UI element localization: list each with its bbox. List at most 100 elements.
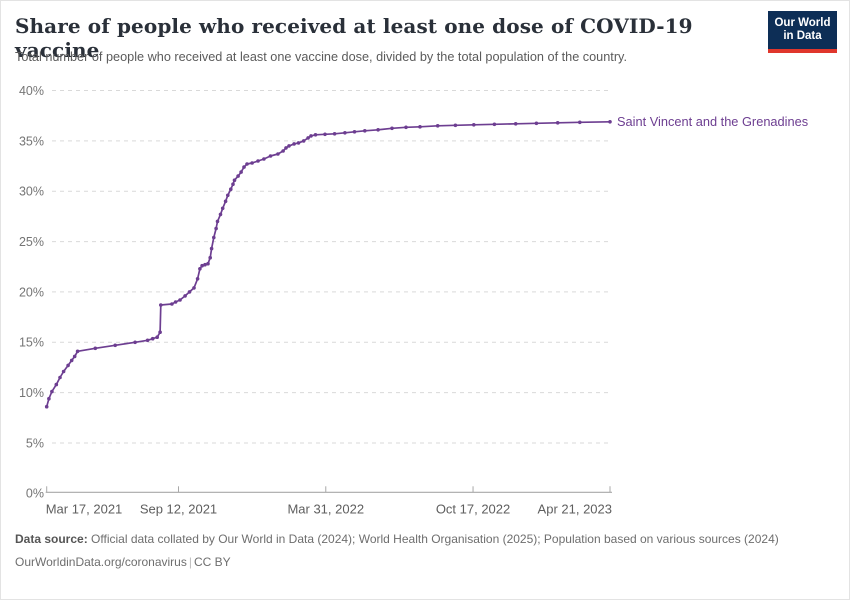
data-point-marker[interactable] (418, 125, 422, 129)
data-point-marker[interactable] (276, 152, 280, 156)
data-point-marker[interactable] (242, 165, 246, 169)
x-axis-tick-label: Mar 17, 2021 (46, 502, 123, 517)
series-line[interactable] (45, 120, 611, 408)
x-axis-tick-label: Sep 12, 2021 (140, 502, 217, 517)
data-point-marker[interactable] (178, 298, 182, 302)
data-point-marker[interactable] (245, 162, 249, 166)
data-point-marker[interactable] (192, 286, 196, 290)
y-axis-tick-label: 25% (19, 235, 44, 249)
data-point-marker[interactable] (231, 182, 235, 186)
data-point-marker[interactable] (69, 358, 74, 363)
data-point-marker[interactable] (513, 122, 518, 126)
data-point-marker[interactable] (170, 302, 174, 306)
data-source-note: Data source: Official data collated by O… (15, 531, 807, 548)
data-point-marker[interactable] (343, 131, 347, 135)
data-point-marker[interactable] (209, 246, 214, 251)
data-point-marker[interactable] (306, 136, 310, 140)
data-source-text: Official data collated by Our World in D… (87, 532, 779, 546)
data-point-marker[interactable] (58, 375, 62, 380)
data-point-marker[interactable] (284, 146, 288, 150)
data-point-marker[interactable] (218, 212, 223, 217)
data-point-marker[interactable] (323, 132, 327, 137)
data-point-marker[interactable] (133, 340, 137, 345)
data-point-marker[interactable] (145, 338, 150, 343)
owid-url-link[interactable]: OurWorldinData.org/coronavirus (15, 555, 187, 569)
data-point-marker[interactable] (332, 132, 337, 136)
data-point-marker[interactable] (203, 262, 207, 267)
data-point-marker[interactable] (158, 330, 162, 335)
data-point-marker[interactable] (44, 404, 49, 409)
owid-logo-text: Our World in Data (774, 16, 831, 43)
data-point-marker[interactable] (66, 363, 70, 368)
data-point-marker[interactable] (608, 120, 612, 124)
data-point-marker[interactable] (292, 142, 296, 146)
y-axis-tick-label: 40% (19, 84, 44, 98)
data-point-marker[interactable] (301, 139, 306, 143)
data-point-marker[interactable] (212, 235, 216, 240)
data-point-marker[interactable] (236, 174, 240, 178)
data-point-marker[interactable] (281, 149, 285, 153)
owid-logo[interactable]: Our World in Data (768, 11, 837, 53)
data-point-marker[interactable] (75, 349, 80, 354)
data-point-marker[interactable] (113, 343, 117, 348)
license-label: CC BY (193, 555, 231, 569)
data-point-marker[interactable] (215, 219, 220, 224)
data-point-marker[interactable] (220, 206, 225, 211)
data-point-marker[interactable] (232, 178, 237, 182)
data-point-marker[interactable] (198, 267, 202, 271)
data-point-marker[interactable] (61, 369, 66, 374)
data-point-marker[interactable] (93, 346, 98, 351)
data-point-marker[interactable] (453, 123, 458, 128)
data-point-marker[interactable] (578, 120, 582, 125)
data-point-marker[interactable] (159, 303, 163, 307)
data-point-marker[interactable] (472, 123, 476, 127)
data-point-marker[interactable] (155, 335, 159, 340)
data-point-marker[interactable] (250, 161, 254, 165)
data-point-marker[interactable] (214, 226, 218, 231)
data-point-marker[interactable] (195, 277, 200, 281)
data-point-marker[interactable] (54, 382, 59, 387)
x-axis-tick-label: Oct 17, 2022 (436, 502, 510, 517)
data-point-marker[interactable] (309, 134, 313, 138)
y-axis-tick-label: 5% (26, 436, 44, 450)
data-point-marker[interactable] (150, 336, 155, 341)
data-point-marker[interactable] (173, 300, 178, 304)
page-title: Share of people who received at least on… (15, 14, 693, 62)
data-point-marker[interactable] (435, 124, 440, 128)
data-point-marker[interactable] (390, 126, 394, 131)
data-point-marker[interactable] (555, 121, 560, 125)
data-point-marker[interactable] (287, 144, 291, 148)
data-point-marker[interactable] (50, 389, 54, 394)
data-point-marker[interactable] (313, 133, 318, 137)
y-axis-tick-label: 10% (19, 386, 44, 400)
license-line: OurWorldinData.org/coronavirus | CC BY (15, 554, 807, 571)
page-subtitle: Total number of people who received at l… (15, 50, 627, 64)
data-point-marker[interactable] (200, 263, 204, 268)
data-point-marker[interactable] (206, 261, 210, 266)
data-point-marker[interactable] (363, 129, 367, 133)
data-point-marker[interactable] (72, 354, 77, 359)
data-point-marker[interactable] (47, 396, 51, 401)
data-point-marker[interactable] (376, 128, 380, 132)
data-point-marker[interactable] (229, 187, 233, 191)
data-point-marker[interactable] (262, 157, 266, 161)
data-point-marker[interactable] (296, 141, 301, 145)
data-point-marker[interactable] (239, 170, 243, 174)
data-point-marker[interactable] (187, 290, 192, 294)
data-point-marker[interactable] (256, 159, 260, 163)
y-axis-tick-label: 0% (26, 487, 44, 501)
data-point-marker[interactable] (268, 154, 273, 158)
data-point-marker[interactable] (404, 125, 408, 130)
y-axis-tick-label: 30% (19, 185, 44, 199)
data-point-marker[interactable] (492, 122, 497, 127)
data-point-marker[interactable] (226, 193, 230, 198)
data-point-marker[interactable] (223, 199, 228, 204)
y-axis-tick-label: 15% (19, 336, 44, 350)
data-point-marker[interactable] (208, 255, 212, 260)
data-point-marker[interactable] (352, 130, 357, 134)
data-point-marker[interactable] (183, 294, 187, 298)
separator: | (188, 555, 192, 569)
data-point-marker[interactable] (534, 121, 539, 126)
data-source-label: Data source: (15, 532, 88, 546)
